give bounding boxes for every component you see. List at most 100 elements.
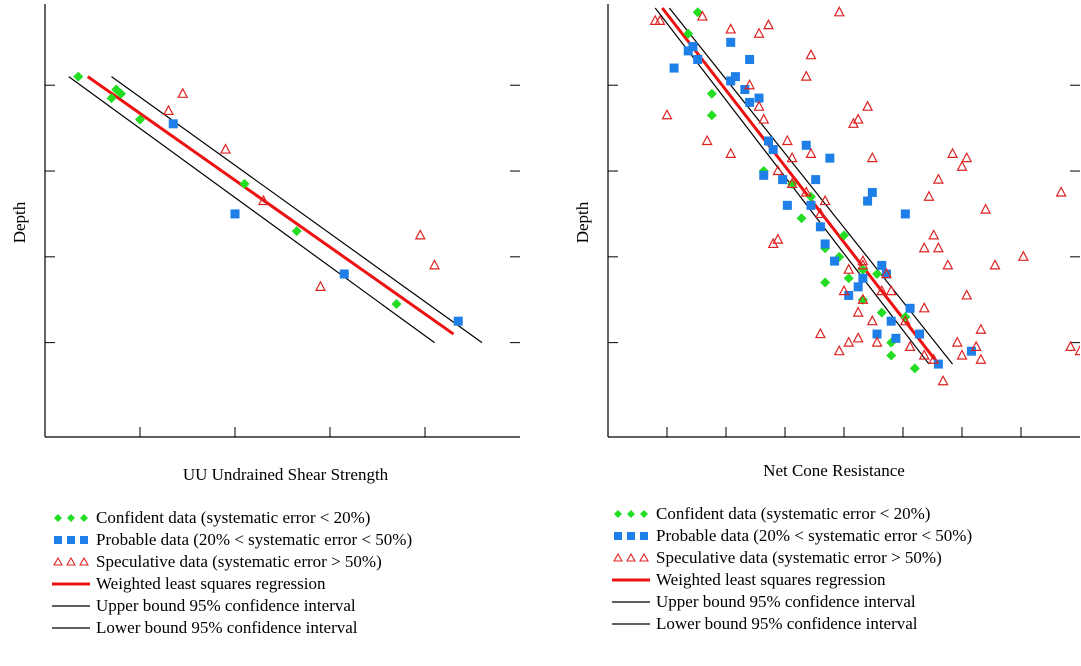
legend-diamond-marker [614, 510, 648, 518]
speculative-point [649, 14, 661, 25]
speculative-point [163, 104, 174, 116]
y-axis-title: Depth [10, 201, 29, 243]
upper-bound-line [668, 7, 954, 365]
legend-black-line [52, 605, 90, 607]
legend-label: Weighted least squares regression [656, 570, 886, 589]
speculative-point [871, 336, 883, 347]
probable-point [726, 76, 736, 86]
speculative-point [833, 6, 845, 17]
speculative-point [866, 314, 878, 326]
legend-label: Confident data (systematic error < 20%) [656, 504, 931, 523]
speculative-point [956, 349, 968, 360]
probable-point [339, 269, 349, 279]
speculative-point [989, 259, 1001, 270]
probable-point [891, 333, 901, 343]
speculative-point [220, 143, 231, 154]
speculative-point [781, 134, 793, 146]
speculative-point [956, 160, 968, 171]
legend-item: Upper bound 95% confidence interval [52, 595, 412, 617]
confident-point [857, 294, 868, 305]
regression-line [661, 7, 940, 365]
legend-label: Speculative data (systematic error > 50%… [96, 552, 382, 571]
confident-point [872, 268, 883, 279]
x-axis-title: Net Cone Resistance [763, 461, 905, 480]
legend-item: Confident data (systematic error < 20%) [52, 507, 412, 529]
legend-item: Probable data (20% < systematic error < … [52, 529, 412, 551]
speculative-point [918, 241, 930, 253]
legend-black-line [52, 627, 90, 629]
legend-black-line [612, 601, 650, 603]
confident-point [106, 93, 117, 104]
speculative-point [696, 10, 708, 21]
y-axis-title: Depth [573, 201, 592, 243]
legend-item: Speculative data (systematic error > 50%… [52, 551, 412, 573]
speculative-point [429, 259, 440, 270]
probable-point [863, 196, 873, 206]
probable-point [915, 329, 925, 339]
speculative-point [701, 134, 713, 146]
confident-point [706, 110, 717, 121]
speculative-point [786, 151, 798, 163]
speculative-point [852, 306, 864, 317]
speculative-point [753, 27, 765, 38]
probable-point [763, 136, 773, 146]
probable-point [726, 37, 736, 47]
speculative-point [753, 100, 765, 111]
chart-2: Net Cone Resistance Depth [573, 4, 1080, 480]
probable-point [872, 329, 882, 339]
probable-point [759, 170, 769, 180]
probable-point [933, 359, 943, 369]
legend-triangle-marker [53, 556, 89, 566]
legend-label: Probable data (20% < systematic error < … [96, 530, 413, 549]
confident-point [843, 273, 854, 284]
legend-square-marker [54, 536, 88, 544]
probable-point [768, 145, 778, 155]
confident-point [135, 114, 145, 125]
probable-point [815, 222, 825, 232]
confident-point [239, 178, 250, 189]
speculative-point [800, 70, 812, 81]
legend-label: Probable data (20% < systematic error < … [656, 526, 973, 545]
probable-point [754, 93, 764, 103]
legend-label: Upper bound 95% confidence interval [656, 592, 916, 611]
legend-black-line [612, 623, 650, 625]
speculative-point [762, 18, 774, 30]
probable-point [168, 119, 178, 129]
x-axis-title: UU Undrained Shear Strength [183, 465, 389, 484]
legend-diamond-marker [54, 514, 88, 522]
legend-item: Weighted least squares regression [612, 569, 972, 591]
probable-point [453, 316, 463, 326]
probable-point [230, 209, 240, 219]
speculative-point [525, 329, 534, 338]
speculative-point [758, 113, 770, 124]
chart-1: UU Undrained Shear Strength Depth [10, 4, 534, 484]
probable-point [811, 175, 821, 185]
speculative-point [786, 177, 798, 188]
speculative-point [876, 284, 888, 296]
probable-point [966, 346, 976, 356]
probable-point [778, 175, 788, 185]
probable-point [801, 140, 811, 150]
speculative-point [1017, 250, 1029, 261]
speculative-point [928, 229, 940, 240]
legend-item: Probable data (20% < systematic error < … [612, 525, 972, 547]
probable-point [745, 97, 755, 107]
confident-point [839, 230, 849, 241]
speculative-point [838, 284, 850, 296]
speculative-point [819, 194, 831, 206]
speculative-point [928, 353, 940, 364]
speculative-point [852, 332, 864, 343]
confident-point [73, 71, 84, 82]
plot-area [649, 6, 1080, 386]
probable-point [730, 72, 740, 82]
speculative-point [918, 302, 930, 313]
speculative-point [805, 48, 817, 60]
probable-point [820, 239, 830, 249]
probable-point [693, 54, 703, 64]
confident-point [909, 363, 920, 374]
speculative-point [961, 289, 973, 300]
speculative-point [961, 151, 973, 163]
speculative-point [880, 267, 892, 279]
legend-item: Lower bound 95% confidence interval [612, 613, 972, 635]
probable-point [683, 46, 693, 56]
